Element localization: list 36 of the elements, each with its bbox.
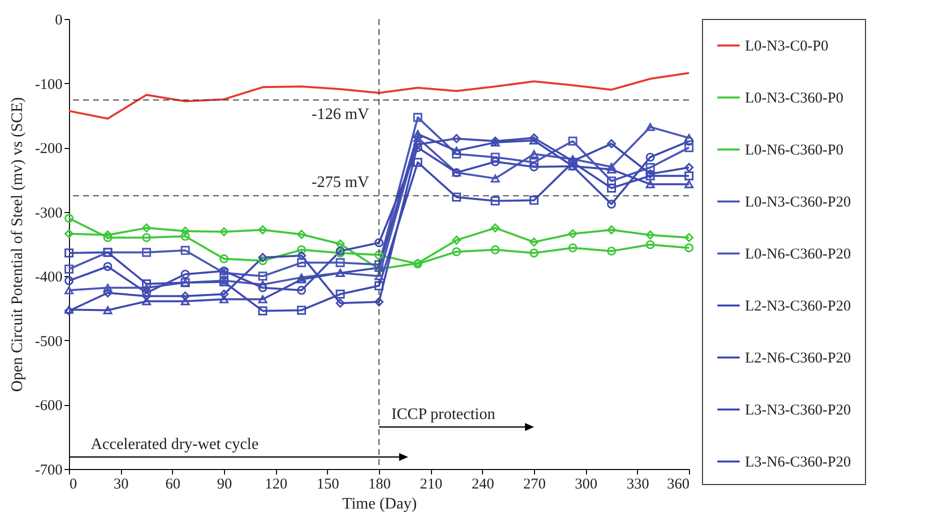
legend-label: L0-N3-C360-P0 [745,90,844,106]
ref-line-label: -126 mV [312,106,370,123]
legend-label: L0-N6-C360-P0 [745,142,844,158]
legend-label: L3-N6-C360-P20 [745,454,851,470]
x-tick-label: 30 [114,476,129,492]
y-axis-title: Open Circuit Potential of Steel (mv) vs (SCE) [9,97,26,392]
annotation: ICCP protection [391,406,496,423]
x-tick-label: 360 [667,476,690,492]
x-tick-label: 270 [523,476,546,492]
x-tick-label: 150 [316,476,340,492]
y-tick-label: -700 [35,462,62,478]
legend-label: L0-N3-C360-P20 [745,194,851,210]
x-tick-label: 300 [574,476,598,492]
x-tick-label: 120 [264,476,288,492]
x-axis-title: Time (Day) [342,496,417,512]
x-tick-label: 90 [217,476,232,492]
legend-label: L0-N3-C0-P0 [745,38,828,54]
ref-line-label: -275 mV [312,174,370,191]
legend-label: L3-N3-C360-P20 [745,402,851,418]
x-tick-label: 0 [70,476,77,492]
x-tick-label: 180 [368,476,391,492]
y-tick-label: -100 [35,76,62,93]
y-tick-label: 0 [55,12,62,28]
y-tick-label: -500 [35,334,62,350]
legend-label: L2-N3-C360-P20 [745,298,851,314]
annotation: Accelerated dry-wet cycle [90,436,259,453]
y-tick-label: -600 [35,398,62,414]
y-tick-label: -200 [35,141,62,158]
x-tick-label: 330 [626,476,650,492]
x-tick-label: 60 [165,476,180,492]
legend-label: L0-N6-C360-P20 [745,246,851,262]
x-tick-label: 240 [472,476,494,492]
legend-label: L2-N6-C360-P20 [745,350,851,366]
y-tick-label: -300 [35,205,62,222]
y-tick-label: -400 [35,270,62,286]
x-tick-label: 210 [420,476,442,492]
